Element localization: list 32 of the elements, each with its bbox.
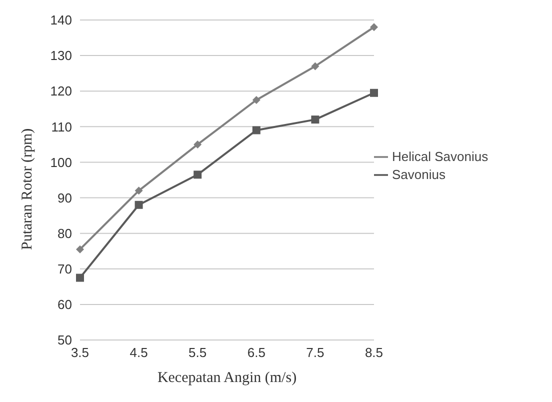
- y-tick-label: 50: [58, 332, 72, 348]
- y-tick-label: 100: [50, 154, 72, 170]
- point: [370, 88, 378, 97]
- y-tick-label: 90: [58, 190, 72, 206]
- x-tick-label: 7.5: [306, 345, 324, 360]
- y-tick-label: 60: [58, 297, 72, 312]
- y-tick-label: 120: [50, 84, 72, 99]
- point: [311, 62, 320, 70]
- point: [252, 126, 260, 134]
- point: [194, 140, 202, 148]
- point: [194, 170, 202, 179]
- point: [76, 245, 84, 254]
- point: [134, 186, 143, 195]
- y-axis-title: Putaran Rotor (rpm): [19, 128, 36, 250]
- x-tick-label: 6.5: [247, 345, 266, 360]
- x-tick-label: 3.5: [70, 345, 90, 360]
- y-tick-label: 130: [50, 48, 72, 64]
- x-tick-label: 8.5: [364, 345, 384, 360]
- legend-label: Helical Savonius: [392, 149, 488, 164]
- point: [252, 96, 260, 104]
- point: [370, 23, 378, 32]
- x-tick-label: 4.5: [130, 345, 148, 360]
- point: [311, 116, 320, 124]
- legend-label: Savonius: [392, 167, 446, 182]
- y-tick-label: 110: [51, 119, 72, 134]
- x-axis-title: Kecepatan Angin (m/s): [157, 370, 297, 386]
- y-tick-label: 140: [50, 12, 72, 28]
- y-tick-label: 80: [58, 226, 72, 241]
- point: [76, 274, 84, 282]
- y-tick-label: 70: [58, 262, 72, 277]
- x-tick-label: 5.5: [188, 345, 207, 360]
- point: [134, 200, 143, 209]
